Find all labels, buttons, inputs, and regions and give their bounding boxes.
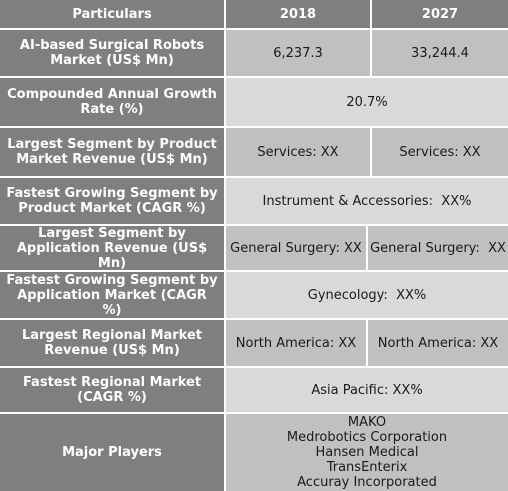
row-label-largest-region: Largest Regional Market Revenue (US$ Mn): [0, 320, 224, 366]
player-item: TransEnterix: [326, 460, 408, 475]
row-label-fastest-product-segment: Fastest Growing Segment by Product Marke…: [0, 178, 224, 224]
row-label-cagr: Compounded Annual Growth Rate (%): [0, 78, 224, 126]
row-label-market-size: AI-based Surgical Robots Market (US$ Mn): [0, 30, 224, 76]
row-label-major-players: Major Players: [0, 414, 224, 491]
cell-market-2027: 33,244.4: [372, 30, 508, 76]
player-item: Accuray Incorporated: [297, 475, 437, 490]
cell-cagr-value: 20.7%: [226, 78, 508, 126]
row-label-fastest-application-segment: Fastest Growing Segment by Application M…: [0, 272, 224, 318]
cell-fastest-product-value: Instrument & Accessories: XX%: [226, 178, 508, 224]
cell-largest-region-2018: North America: XX: [226, 320, 366, 366]
row-label-largest-application-segment: Largest Segment by Application Revenue (…: [0, 226, 224, 271]
header-2018: 2018: [226, 0, 370, 28]
cell-fastest-application-value: Gynecology: XX%: [226, 272, 508, 318]
player-item: Hansen Medical: [315, 445, 419, 460]
cell-market-2018: 6,237.3: [226, 30, 370, 76]
cell-largest-product-2027: Services: XX: [372, 128, 508, 176]
cell-largest-application-2027: General Surgery: XX: [368, 226, 508, 270]
row-label-fastest-region: Fastest Regional Market (CAGR %): [0, 368, 224, 412]
major-players-list: MAKO Medrobotics Corporation Hansen Medi…: [226, 414, 508, 491]
header-2027: 2027: [372, 0, 508, 28]
cell-largest-product-2018: Services: XX: [226, 128, 370, 176]
row-label-largest-product-segment: Largest Segment by Product Market Revenu…: [0, 128, 224, 176]
cell-largest-region-2027: North America: XX: [368, 320, 508, 366]
player-item: Medrobotics Corporation: [286, 430, 448, 445]
cell-largest-application-2018: General Surgery: XX: [226, 226, 366, 270]
header-particulars: Particulars: [0, 0, 224, 28]
player-item: MAKO: [347, 415, 387, 430]
cell-fastest-region-value: Asia Pacific: XX%: [226, 368, 508, 412]
